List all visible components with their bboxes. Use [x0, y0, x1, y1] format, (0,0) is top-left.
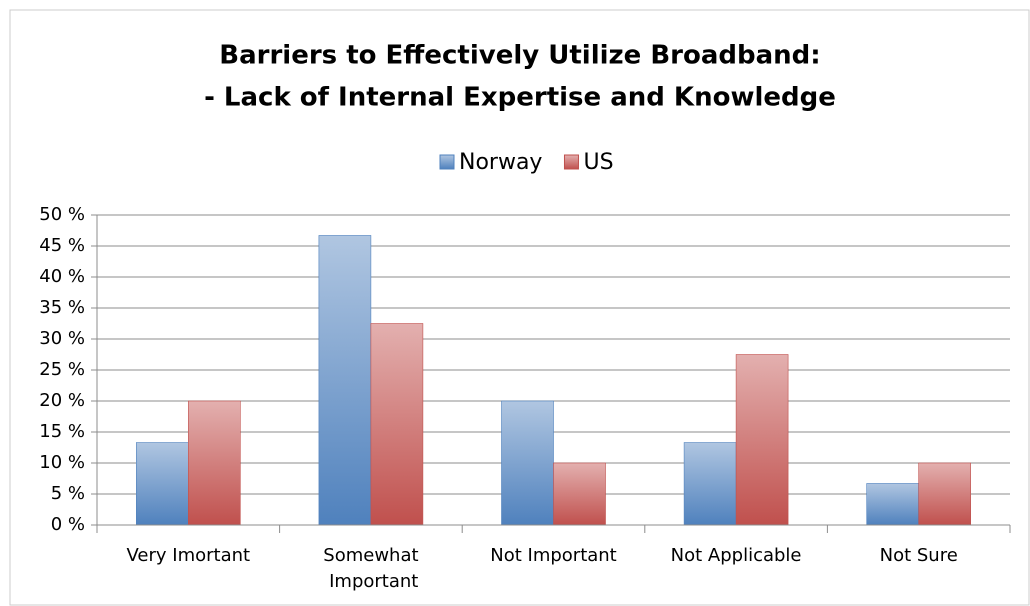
- bar: [188, 400, 241, 526]
- x-tick-label: Not Applicable: [671, 545, 802, 566]
- bar: [370, 323, 424, 526]
- x-tick-label: Somewhat Important: [323, 545, 418, 592]
- chart-title: Barriers to Effectively Utilize Broadban…: [219, 41, 820, 71]
- legend-label: Norway: [459, 150, 542, 175]
- x-tick-label: Very Imortant: [127, 545, 251, 566]
- y-tick-label: 20 %: [39, 390, 85, 411]
- y-tick-label: 15 %: [39, 421, 85, 442]
- bar: [553, 462, 606, 526]
- legend-swatch: [439, 154, 455, 170]
- bar: [136, 442, 189, 526]
- bar: [501, 400, 554, 526]
- y-tick-label: 45 %: [39, 235, 85, 256]
- y-tick-label: 5 %: [51, 483, 85, 504]
- y-tick-label: 25 %: [39, 359, 85, 380]
- y-tick-label: 10 %: [39, 452, 85, 473]
- y-tick-label: 35 %: [39, 297, 85, 318]
- x-tick-label: Not Sure: [880, 545, 958, 566]
- y-tick-label: 40 %: [39, 266, 85, 287]
- chart-title: - Lack of Internal Expertise and Knowled…: [204, 83, 836, 113]
- y-tick-label: 0 %: [51, 514, 85, 535]
- bar: [918, 462, 972, 526]
- bar: [866, 483, 920, 526]
- bar: [735, 354, 789, 526]
- legend-swatch: [563, 154, 579, 170]
- bar: [318, 235, 372, 526]
- legend-label: US: [583, 150, 613, 175]
- y-tick-label: 30 %: [39, 328, 85, 349]
- x-tick-label: Not Important: [490, 545, 617, 566]
- bar: [683, 442, 737, 526]
- y-tick-label: 50 %: [39, 204, 85, 225]
